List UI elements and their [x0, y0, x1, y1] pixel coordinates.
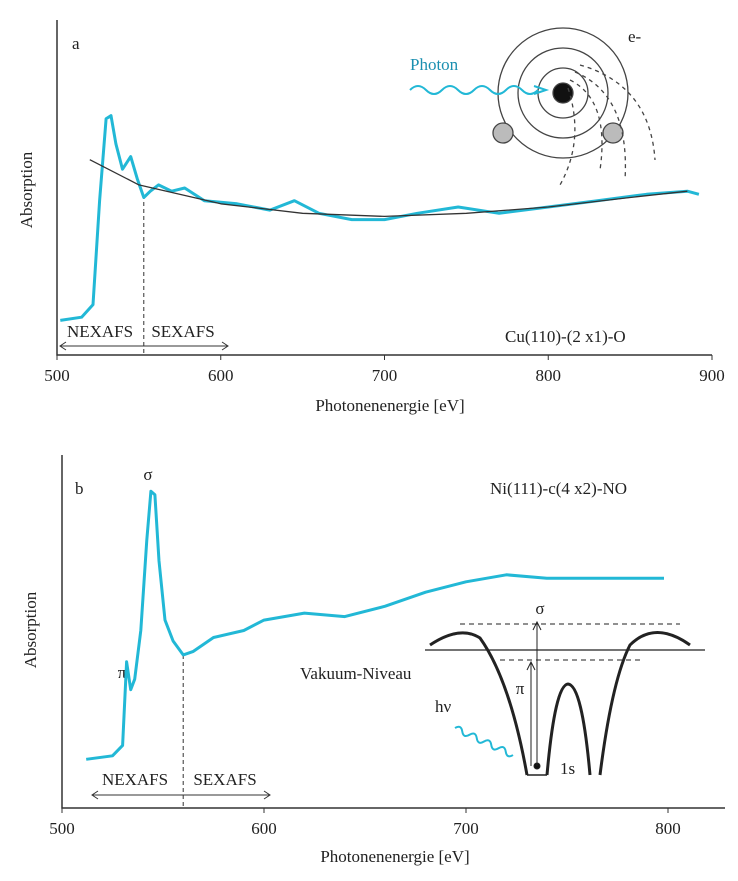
peak-label: π	[118, 663, 127, 682]
x-tick-label: 900	[699, 366, 725, 385]
inset-label: σ	[535, 599, 544, 618]
x-tick-label: 500	[49, 819, 75, 838]
x-tick-label: 600	[208, 366, 234, 385]
peak-label: σ	[143, 465, 152, 484]
potential-inset	[425, 620, 705, 776]
x-tick-label: 700	[372, 366, 398, 385]
region-label: NEXAFS	[67, 322, 133, 341]
x-axis-label: Photonenenergie [eV]	[320, 847, 469, 866]
sample-label: Ni(111)-c(4 x2)-NO	[490, 479, 627, 498]
inset-label: e-	[628, 27, 642, 46]
inset-label: π	[516, 679, 525, 698]
series-line	[86, 489, 664, 761]
x-tick-label: 500	[44, 366, 70, 385]
inset-label: Vakuum-Niveau	[300, 664, 412, 683]
sample-label: Cu(110)-(2 x1)-O	[505, 327, 626, 346]
y-axis-label: Absorption	[21, 591, 40, 668]
panel-label: b	[75, 479, 84, 498]
x-tick-label: 800	[536, 366, 562, 385]
region-arrows	[91, 790, 271, 800]
y-axis-label: Absorption	[17, 151, 36, 228]
x-tick-label: 600	[251, 819, 277, 838]
x-tick-label: 700	[453, 819, 479, 838]
region-label: NEXAFS	[102, 770, 168, 789]
atom-inset	[409, 27, 656, 186]
region-arrows	[59, 341, 229, 351]
axis	[61, 455, 725, 809]
region-label: SEXAFS	[151, 322, 214, 341]
region-label: SEXAFS	[193, 770, 256, 789]
inset-label: Photon	[410, 55, 459, 74]
inset-label: 1s	[560, 759, 575, 778]
x-axis-label: Photonenenergie [eV]	[315, 396, 464, 415]
panel-label: a	[72, 34, 80, 53]
series-line	[60, 114, 700, 322]
series-line	[89, 159, 688, 218]
x-tick-label: 800	[655, 819, 681, 838]
inset-label: hν	[435, 697, 452, 716]
